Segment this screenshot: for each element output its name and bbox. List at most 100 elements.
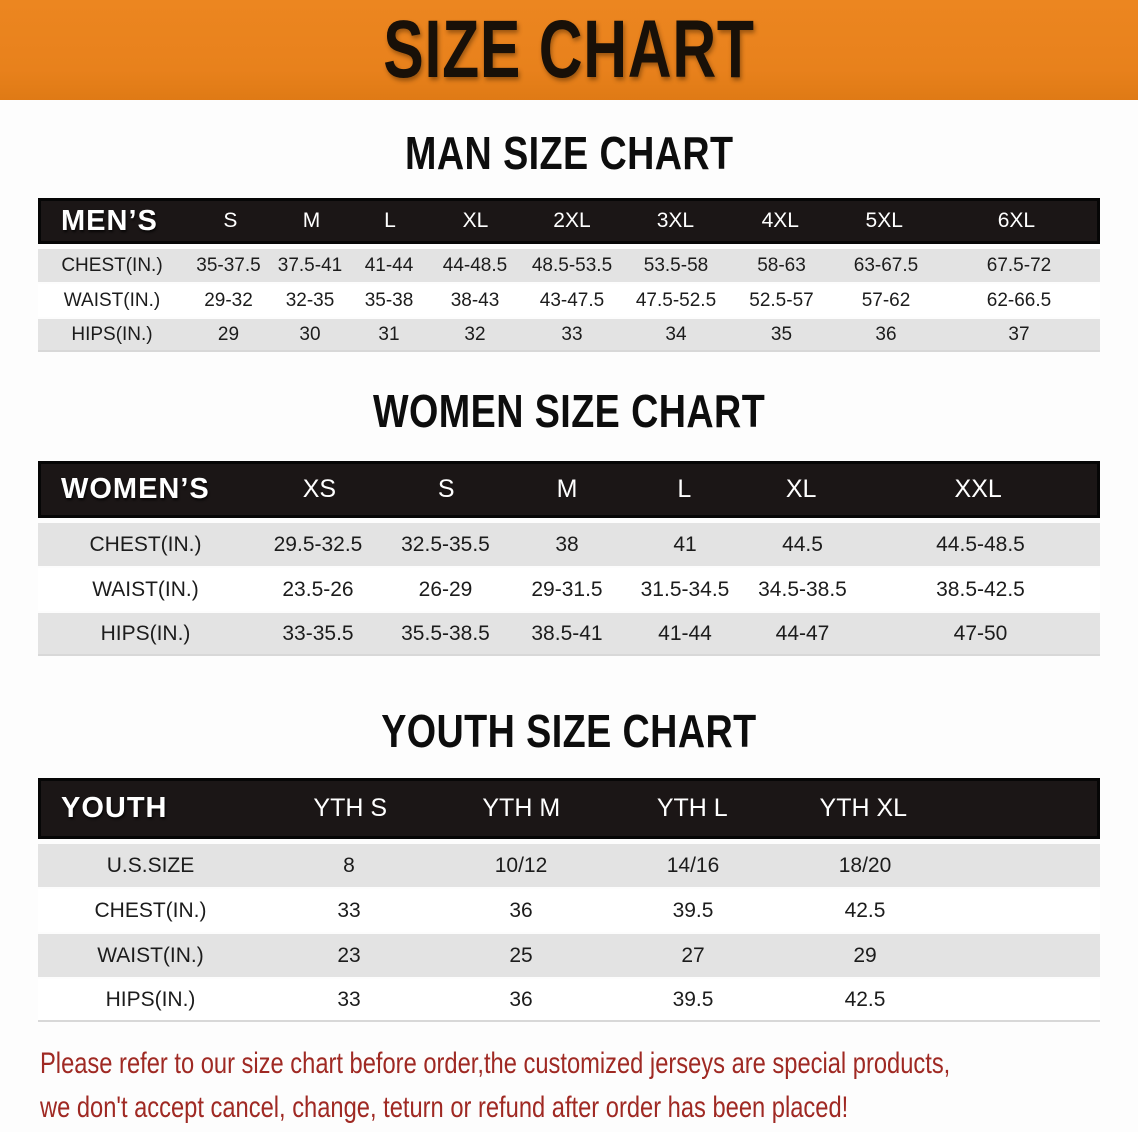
cell-value: 42.5	[844, 987, 886, 1011]
cell-value: 35	[770, 323, 793, 345]
youth-size-table: YOUTH YTH S YTH M YTH L YTH XL U.S.SIZE 8 10/1…	[38, 778, 1100, 1022]
cell-value: 14/16	[666, 853, 720, 877]
row-label: WAIST(IN.)	[92, 577, 199, 601]
cell-value: 23.5-26	[282, 577, 354, 601]
cell-value: 29-32	[204, 289, 253, 311]
cell-value: 33	[337, 898, 361, 922]
size-column-header: XL	[785, 475, 817, 503]
heading-text: WOMEN SIZE CHART	[372, 385, 766, 437]
cell-value: 25	[509, 943, 533, 967]
table-title: MEN’S	[61, 204, 158, 237]
size-column-header: YTH XL	[819, 794, 908, 822]
cell-value: 8	[343, 853, 355, 877]
cell-value: 31.5-34.5	[640, 577, 730, 601]
table-row: HIPS(IN.) 29 30 31 32 33 34 35 36 37	[38, 319, 1100, 352]
cell-value: 39.5	[672, 987, 714, 1011]
cell-value: 41-44	[658, 621, 712, 645]
cell-value: 43-47.5	[539, 289, 605, 311]
cell-value: 67.5-72	[986, 254, 1052, 276]
banner-title: SIZE CHART	[383, 4, 755, 95]
cell-value: 29.5-32.5	[273, 532, 363, 556]
size-column-header: 6XL	[997, 209, 1036, 232]
cell-value: 35.5-38.5	[401, 621, 490, 645]
size-column-header: YTH M	[482, 794, 561, 822]
size-column-header: M	[302, 209, 321, 232]
cell-value: 34.5-38.5	[758, 577, 847, 601]
size-chart-banner: SIZE CHART	[0, 0, 1138, 100]
youth-table-header-bar: YOUTH YTH S YTH M YTH L YTH XL	[38, 778, 1100, 839]
cell-value: 34	[665, 323, 687, 345]
policy-note-line: Please refer to our size chart before or…	[40, 1047, 951, 1080]
table-row: CHEST(IN.) 29.5-32.5 32.5-35.5 38 41 44.5 44.5…	[38, 523, 1100, 566]
cell-value: 36	[509, 898, 533, 922]
cell-value: 39.5	[672, 898, 714, 922]
cell-value: 57-62	[861, 289, 911, 311]
cell-value: 37	[1008, 323, 1030, 345]
cell-value: 36	[875, 323, 897, 345]
cell-value: 52.5-57	[749, 289, 814, 311]
size-column-header: 5XL	[865, 209, 903, 232]
cell-value: 33-35.5	[282, 621, 354, 645]
cell-value: 31	[378, 323, 400, 345]
table-row: U.S.SIZE 8 10/12 14/16 18/20	[38, 844, 1100, 887]
cell-value: 33	[561, 323, 583, 345]
table-title: WOMEN’S	[61, 473, 210, 505]
size-column-header: YTH L	[656, 794, 728, 822]
table-row: WAIST(IN.) 23.5-26 26-29 29-31.5 31.5-34.5 34…	[38, 568, 1100, 611]
cell-value: 30	[299, 323, 321, 345]
women-table-header-bar: WOMEN’S XS S M L XL XXL	[38, 461, 1100, 518]
size-column-header: XS	[302, 475, 337, 503]
cell-value: 42.5	[844, 898, 886, 922]
table-row: HIPS(IN.) 33 36 39.5 42.5	[38, 979, 1100, 1022]
size-column-header: YTH S	[313, 794, 388, 822]
cell-value: 23	[337, 943, 361, 967]
size-column-header: L	[384, 209, 396, 232]
heading-text: YOUTH SIZE CHART	[381, 705, 757, 757]
table-row: WAIST(IN.) 23 25 27 29	[38, 934, 1100, 977]
cell-value: 44.5	[782, 532, 823, 556]
row-label: CHEST(IN.)	[94, 898, 207, 922]
cell-value: 41-44	[364, 254, 414, 276]
row-label: CHEST(IN.)	[61, 254, 163, 276]
table-row: WAIST(IN.) 29-32 32-35 35-38 38-43 43-47.5 47.…	[38, 284, 1100, 317]
cell-value: 62-66.5	[986, 289, 1052, 311]
men-size-table: MEN’S S M L XL 2XL 3XL 4XL 5XL 6XL CHEST(IN.) 35-3…	[38, 198, 1100, 352]
cell-value: 53.5-58	[643, 254, 709, 276]
row-label: WAIST(IN.)	[63, 289, 161, 311]
table-row: HIPS(IN.) 33-35.5 35.5-38.5 38.5-41 41-44 44-…	[38, 613, 1100, 656]
row-label: U.S.SIZE	[106, 853, 195, 877]
cell-value: 38	[555, 532, 579, 556]
order-policy-note: Please refer to our size chart before or…	[40, 1042, 1138, 1130]
cell-value: 29	[853, 943, 877, 967]
cell-value: 32.5-35.5	[401, 532, 490, 556]
cell-value: 35-37.5	[196, 254, 261, 276]
cell-value: 32	[464, 323, 486, 345]
cell-value: 32-35	[285, 289, 335, 311]
cell-value: 29-31.5	[531, 577, 603, 601]
table-title: YOUTH	[61, 792, 168, 824]
cell-value: 29	[217, 323, 240, 345]
cell-value: 37.5-41	[277, 254, 343, 276]
table-row: CHEST(IN.) 33 36 39.5 42.5	[38, 889, 1100, 932]
cell-value: 38.5-41	[531, 621, 603, 645]
cell-value: 26-29	[418, 577, 473, 601]
cell-value: 35-38	[364, 289, 414, 311]
cell-value: 38.5-42.5	[936, 577, 1025, 601]
cell-value: 33	[337, 987, 361, 1011]
cell-value: 58-63	[757, 254, 806, 276]
row-label: HIPS(IN.)	[105, 987, 196, 1011]
cell-value: 41	[673, 532, 697, 556]
size-column-header: S	[437, 475, 455, 503]
size-column-header: 3XL	[656, 209, 695, 232]
row-label: HIPS(IN.)	[100, 621, 191, 645]
size-column-header: XL	[462, 209, 489, 232]
cell-value: 10/12	[494, 853, 548, 877]
cell-value: 38-43	[450, 289, 500, 311]
man-size-chart-heading: MAN SIZE CHART	[0, 130, 1138, 176]
table-row: CHEST(IN.) 35-37.5 37.5-41 41-44 44-48.5 48.5…	[38, 249, 1100, 282]
youth-size-chart-heading: YOUTH SIZE CHART	[0, 708, 1138, 754]
cell-value: 44.5-48.5	[936, 532, 1025, 556]
cell-value: 47.5-52.5	[635, 289, 717, 311]
size-column-header: S	[223, 209, 238, 232]
cell-value: 36	[509, 987, 533, 1011]
